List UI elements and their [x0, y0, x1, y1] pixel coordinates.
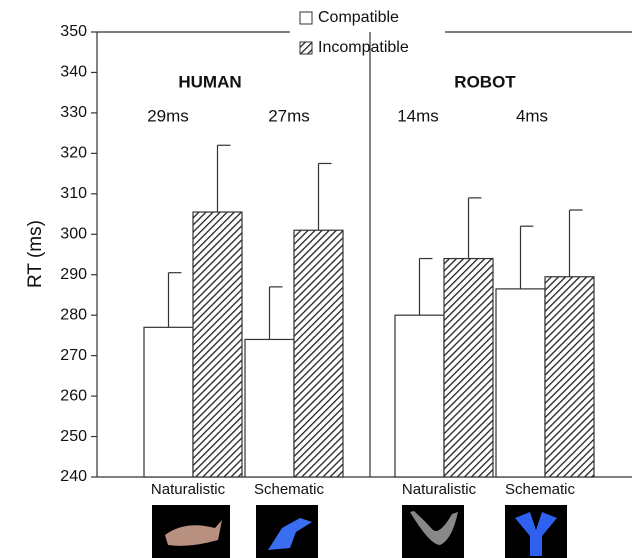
x-tick-label: Naturalistic: [402, 481, 477, 498]
bar: [444, 259, 493, 477]
thumbnails: [152, 505, 567, 558]
difference-label: 29ms: [147, 106, 189, 125]
x-tick-label: Schematic: [505, 481, 576, 498]
y-tick-label: 320: [60, 145, 87, 162]
difference-label: 27ms: [268, 106, 310, 125]
legend-label: Compatible: [318, 9, 399, 26]
legend-swatch: [300, 12, 312, 24]
group-label: ROBOT: [454, 72, 516, 91]
y-tick-label: 270: [60, 347, 87, 364]
difference-label: 14ms: [397, 106, 439, 125]
y-tick-label: 250: [60, 428, 87, 445]
y-axis-label: RT (ms): [25, 220, 46, 288]
y-tick-label: 300: [60, 225, 87, 242]
legend-label: Incompatible: [318, 39, 409, 56]
bar: [245, 339, 294, 477]
x-tick-label: Schematic: [254, 481, 325, 498]
y-tick-label: 330: [60, 104, 87, 121]
y-tick-label: 290: [60, 266, 87, 283]
group-label: HUMAN: [178, 72, 241, 91]
y-tick-label: 280: [60, 306, 87, 323]
y-tick-label: 240: [60, 468, 87, 485]
x-tick-label: Naturalistic: [151, 481, 226, 498]
y-tick-label: 350: [60, 23, 87, 40]
bar: [294, 230, 343, 477]
y-tick-label: 260: [60, 387, 87, 404]
bar: [193, 212, 242, 477]
y-tick-label: 340: [60, 64, 87, 81]
difference-label: 4ms: [516, 106, 548, 125]
bar: [395, 315, 444, 477]
legend-swatch: [300, 42, 312, 54]
bar: [545, 277, 594, 477]
bar: [496, 289, 545, 477]
bar: [144, 327, 193, 477]
y-tick-label: 310: [60, 185, 87, 202]
chart: RT (ms) 240 250 260 270 280 290 300 310 320 330 34…: [0, 0, 636, 558]
